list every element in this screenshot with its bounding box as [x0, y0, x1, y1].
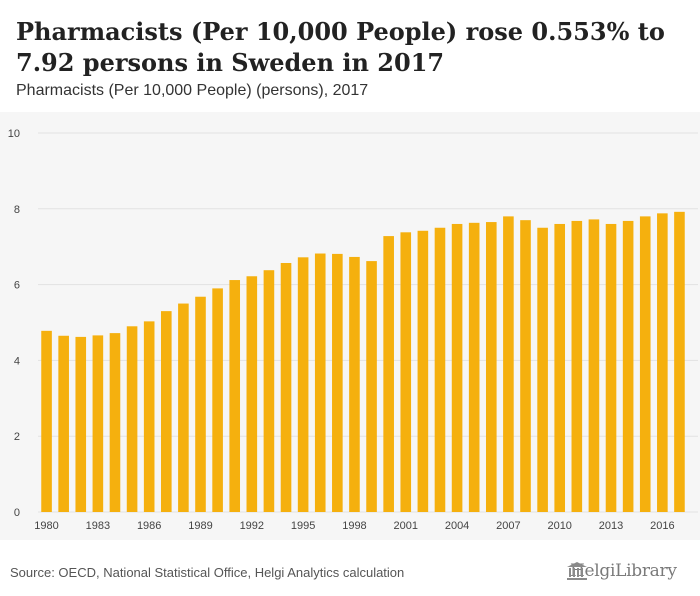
bar — [639, 216, 651, 512]
y-tick-label: 0 — [14, 507, 20, 519]
y-tick-label: 8 — [14, 204, 20, 216]
bar — [92, 335, 104, 512]
bar — [451, 223, 463, 512]
bar — [366, 261, 377, 512]
bar — [75, 336, 87, 512]
bar-chart: 0 2 4 6 8 10 1980 1983 1986 1989 1992 1995 1998 2001 2… — [8, 128, 698, 532]
y-tick-label: 4 — [14, 355, 20, 367]
chart-subtitle: Pharmacists (Per 10,000 People) (persons… — [16, 82, 369, 99]
x-tick-label: 1998 — [342, 520, 366, 532]
bar — [468, 222, 480, 512]
chart-title: Pharmacists (Per 10,000 People) rose 0.5… — [16, 17, 665, 77]
x-tick-label: 1989 — [188, 520, 212, 532]
bar — [126, 326, 138, 512]
y-tick-label: 2 — [14, 431, 20, 443]
bar — [314, 253, 326, 512]
x-tick-label: 2010 — [547, 520, 571, 532]
x-tick-label: 1983 — [86, 520, 110, 532]
bar — [537, 227, 548, 512]
bar — [554, 223, 566, 512]
bar — [571, 220, 583, 512]
x-tick-label: 2013 — [599, 520, 623, 532]
bar — [41, 330, 52, 512]
x-tick-label: 2016 — [650, 520, 674, 532]
x-tick-label: 1986 — [137, 520, 161, 532]
bar — [332, 253, 343, 512]
bar — [58, 335, 69, 512]
bar — [520, 220, 531, 513]
bar — [280, 262, 292, 512]
bar — [383, 236, 394, 512]
bar — [400, 232, 412, 512]
y-tick-label: 10 — [8, 128, 20, 140]
bar — [246, 276, 258, 512]
bar — [109, 333, 121, 512]
y-tick-label: 6 — [14, 280, 20, 292]
x-tick-label: 2004 — [445, 520, 469, 532]
x-tick-label: 1995 — [291, 520, 315, 532]
bar — [434, 227, 446, 512]
x-tick-label: 2001 — [394, 520, 418, 532]
bar — [263, 270, 275, 512]
logo-text: HelgiLibrary — [570, 561, 677, 581]
bar — [417, 230, 429, 513]
bar — [588, 219, 600, 513]
bar — [160, 311, 172, 512]
bar — [178, 303, 189, 512]
bar — [143, 321, 155, 512]
source-note: Source: OECD, National Statistical Offic… — [10, 565, 405, 580]
bar — [674, 211, 685, 512]
bar — [195, 296, 206, 512]
plot-area: 0 2 4 6 8 10 1980 1983 1986 1989 1992 1995 1998 2001 2… — [0, 112, 700, 540]
bar — [212, 288, 223, 512]
bar — [229, 280, 241, 512]
helgi-library-logo[interactable]: HelgiLibrary — [566, 561, 677, 581]
bar — [349, 256, 360, 512]
bar — [657, 213, 668, 512]
bar — [622, 220, 634, 512]
x-tick-label: 1980 — [34, 520, 58, 532]
bar — [485, 222, 497, 512]
x-tick-label: 1992 — [240, 520, 264, 532]
bar — [297, 257, 309, 512]
bar — [503, 216, 514, 512]
x-tick-label: 2007 — [496, 520, 520, 532]
bar — [605, 223, 617, 512]
